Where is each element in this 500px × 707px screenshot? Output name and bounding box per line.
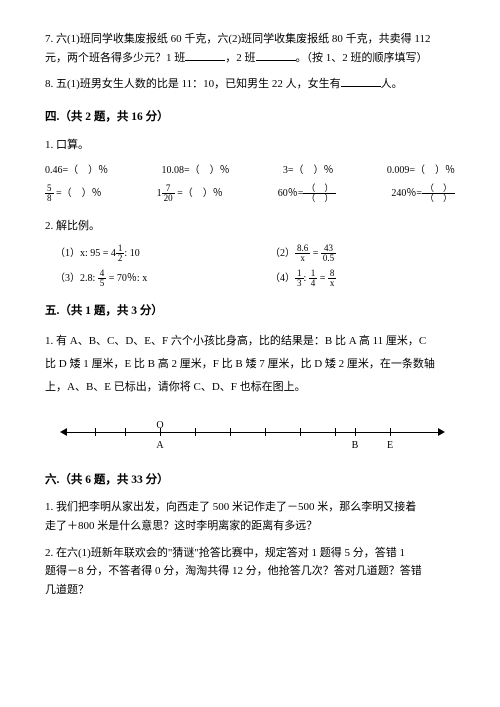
tick [390, 428, 391, 436]
calc-row-1: 0.46=（ ）％ 10.08=（ ）％ 3=（ ）％ 0.009=（ ）％ [45, 162, 455, 179]
calc-row-2: 58 =（ ）％ 1720 =（ ）％ 60％=（ ）（ ） 240％=（ ）（… [45, 184, 455, 203]
tick [95, 428, 96, 436]
sec5-q1: 1. 有 A、B、C、D、E、F 六个小孩比身高，比的结果是：B 比 A 高 1… [45, 330, 455, 399]
sec6-q1-a: 1. 我们把李明从家出发，向西走了 500 米记作走了－500 米，那么李明又接… [45, 498, 455, 517]
tick [195, 428, 196, 436]
tick [355, 428, 356, 436]
sec6-q2-a: 2. 在六(1)班新年联欢会的"猜谜"抢答比赛中，规定答对 1 题得 5 分，答… [45, 544, 455, 563]
sec6-q1: 1. 我们把李明从家出发，向西走了 500 米记作走了－500 米，那么李明又接… [45, 498, 455, 535]
sec6-q2: 2. 在六(1)班新年联欢会的"猜谜"抢答比赛中，规定答对 1 题得 5 分，答… [45, 544, 455, 600]
q8-text-a: 8. 五(1)班男女生人数的比是 11：10，已知男生 22 人，女生有 [45, 78, 341, 90]
sec4-q1: 1. 口算。 [45, 136, 455, 155]
label-B: B [352, 437, 359, 454]
eq-3: （3）2.8: 45 = 70％: x [55, 269, 240, 288]
q7-blank-1[interactable] [185, 49, 225, 61]
tick [230, 428, 231, 436]
tick [300, 428, 301, 436]
calc-2c: 60％=（ ）（ ） [278, 184, 337, 203]
q7-blank-2[interactable] [256, 49, 296, 61]
equation-grid: （1）x: 95 = 412: 10 （2）8.6x = 430.5 （3）2.… [55, 244, 455, 288]
eq-2: （2）8.6x = 430.5 [270, 244, 455, 263]
calc-2b: 1720 =（ ）％ [157, 184, 223, 203]
question-7: 7. 六(1)班同学收集废报纸 60 千克，六(2)班同学收集废报纸 80 千克… [45, 30, 455, 67]
sec6-q1-b: 走了＋800 米是什么意思？这时李明离家的距离有多远？ [45, 517, 455, 536]
sec5-q1-b: 比 D 矮 1 厘米，E 比 B 高 2 厘米，F 比 B 矮 7 厘米，比 D… [45, 353, 455, 376]
section-6-title: 六.（共 6 题，共 33 分） [45, 471, 455, 491]
sec5-q1-a: 1. 有 A、B、C、D、E、F 六个小孩比身高，比的结果是：B 比 A 高 1… [45, 330, 455, 353]
q8-text-b: 人。 [381, 78, 403, 90]
calc-1a: 0.46=（ ）％ [45, 162, 108, 179]
label-A: A [156, 437, 163, 454]
arrow-right-icon [438, 428, 445, 436]
question-8: 8. 五(1)班男女生人数的比是 11：10，已知男生 22 人，女生有 人。 [45, 75, 455, 94]
sec6-q2-b: 题得－8 分，不答者得 0 分，淘淘共得 12 分，他抢答几次？答对几道题？答错 [45, 562, 455, 581]
section-5-title: 五.（共 1 题，共 3 分） [45, 302, 455, 322]
calc-2a: 58 =（ ）％ [45, 184, 102, 203]
eq-4: （4）13: 14 = 8x [270, 269, 455, 288]
q7-text-d: 。（按 1、2 班的顺序填写） [296, 52, 428, 64]
tick [125, 428, 126, 436]
sec6-q2-c: 几道题？ [45, 581, 455, 600]
q7-text-c: ，2 班 [225, 52, 255, 64]
calc-1d: 0.009=（ ）％ [387, 162, 455, 179]
tick [335, 428, 336, 436]
eq-1: （1）x: 95 = 412: 10 [55, 244, 240, 263]
sec4-q2: 2. 解比例。 [45, 217, 455, 236]
q7-text-a: 7. 六(1)班同学收集废报纸 60 千克，六(2)班同学收集废报纸 80 千克… [45, 33, 412, 45]
axis-line [65, 432, 440, 433]
sec5-q1-c: 上，A、B、E 已标出，请你将 C、D、F 也标在图上。 [45, 376, 455, 399]
calc-1c: 3=（ ）％ [283, 162, 334, 179]
label-E: E [387, 437, 393, 454]
tick [160, 428, 161, 436]
number-line: O A B E [45, 417, 455, 457]
calc-1b: 10.08=（ ）％ [161, 162, 229, 179]
tick [265, 428, 266, 436]
q8-blank[interactable] [341, 75, 381, 87]
section-4-title: 四.（共 2 题，共 16 分） [45, 108, 455, 128]
calc-2d: 240％=（ ）（ ） [391, 184, 455, 203]
